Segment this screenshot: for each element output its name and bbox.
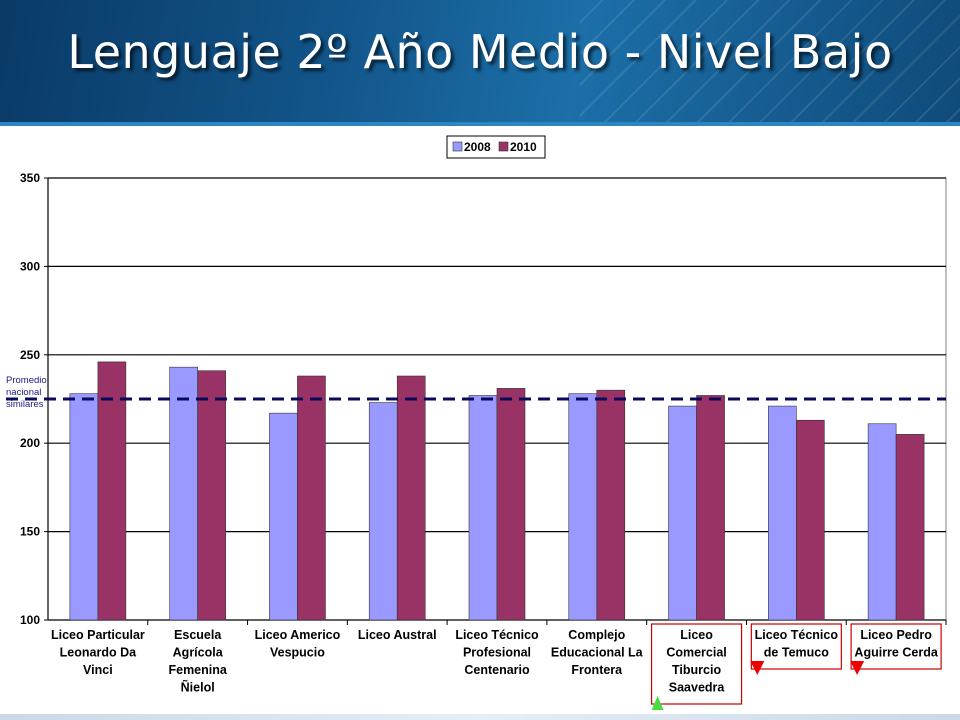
slide-title: Lenguaje 2º Año Medio - Nivel Bajo (67, 25, 893, 79)
bar-chart: 100 150 200 250 300 350 Liceo Particular Leonar… (6, 135, 947, 710)
highlight-box (850, 623, 942, 670)
bar-2008-0 (69, 393, 99, 621)
x-category-label: Liceo Comercial Tiburcio Saavedra (666, 628, 726, 695)
bar-2008-2 (269, 412, 298, 621)
y-tick-label: 100 (20, 613, 40, 627)
bar-2010-1 (197, 370, 226, 621)
x-category-label: Complejo Educacional La Frontera (551, 628, 644, 677)
y-tick-label: 150 (20, 525, 40, 539)
bar-2010-4 (496, 388, 526, 621)
bar-2010-0 (97, 361, 127, 621)
reference-line-label: Promedio nacional similares (6, 375, 47, 410)
title-banner (0, 0, 960, 126)
x-category-label: Escuela Agrícola Femenina Ñielol (168, 628, 227, 695)
y-tick-label: 300 (20, 259, 40, 273)
bar-2008-3 (368, 402, 398, 621)
x-category-label: Liceo Particular Leonardo Da Vinci (51, 628, 145, 677)
highlight-box (650, 623, 743, 705)
y-tick-label: 200 (20, 436, 40, 450)
bar-2010-5 (596, 389, 626, 621)
x-category-label: Liceo Técnico de Temuco (755, 628, 839, 660)
legend: 2008 2010 (446, 135, 546, 159)
x-category-label: Liceo Americo Vespucio (255, 628, 341, 660)
y-tick-label: 250 (20, 348, 40, 362)
legend-label-2008: 2008 (464, 140, 491, 154)
trend-down-icon (750, 661, 765, 675)
legend-swatch-2010 (498, 141, 509, 152)
legend-label-2010: 2010 (510, 140, 537, 154)
bar-2008-4 (468, 395, 498, 621)
bar-2008-1 (169, 366, 198, 621)
footer-strip (0, 714, 960, 720)
highlight-box (750, 623, 842, 670)
trend-up-icon (651, 696, 664, 710)
legend-box (446, 135, 546, 159)
bar-2010-6 (696, 395, 725, 621)
bar-2010-8 (895, 434, 925, 621)
x-category-label: Liceo Pedro Aguirre Cerda (854, 628, 938, 660)
bar-2010-3 (396, 375, 426, 621)
trend-down-icon (850, 661, 865, 675)
bar-2010-2 (297, 375, 326, 621)
bar-2008-8 (867, 423, 897, 621)
bar-2010-7 (796, 419, 825, 621)
bar-2008-7 (768, 405, 797, 621)
x-category-label: Liceo Austral (358, 628, 437, 642)
bar-2008-6 (668, 405, 697, 621)
y-tick-label: 350 (20, 171, 40, 185)
bar-2008-5 (568, 393, 598, 621)
legend-swatch-2008 (452, 141, 463, 152)
x-category-label: Liceo Técnico Profesional Centenario (455, 628, 539, 677)
